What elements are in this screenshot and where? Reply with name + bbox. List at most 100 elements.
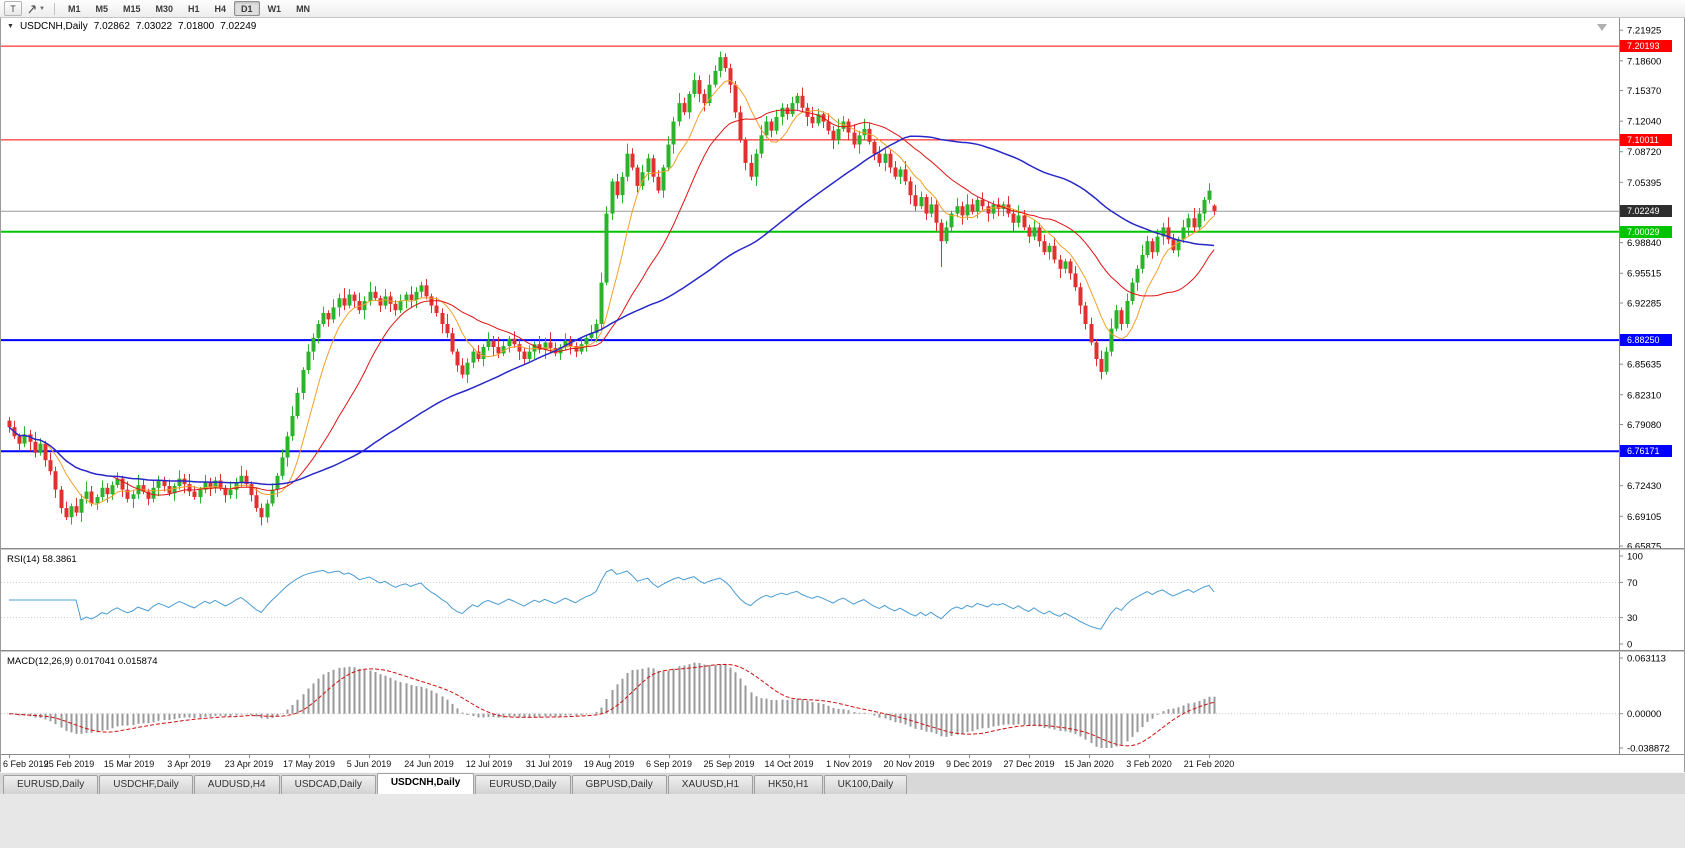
price-level-badge: 6.76171: [1620, 445, 1672, 457]
ohlc-close: 7.02249: [220, 21, 257, 32]
date-tick: [849, 755, 850, 758]
price-tick-label: 7.05395: [1627, 178, 1661, 189]
timeframe-button-m15[interactable]: M15: [122, 3, 141, 14]
rsi-tick-label: 30: [1627, 613, 1638, 624]
price-level-badge: 7.20193: [1620, 40, 1672, 52]
date-label: 23 Apr 2019: [224, 759, 274, 769]
pane-separator[interactable]: [1, 650, 1684, 652]
chart-tab-uk100-daily[interactable]: UK100,Daily: [823, 775, 908, 794]
price-level-badge: 7.10011: [1620, 134, 1672, 146]
date-label: 3 Feb 2020: [1126, 759, 1172, 769]
date-tick: [1029, 755, 1030, 758]
date-label: 24 Jun 2019: [404, 759, 454, 769]
chart-menu-icon[interactable]: ▼: [7, 23, 14, 30]
macd-chart: 0.063113 0.00000 -0.038872: [1, 652, 1670, 755]
price-tick-label: 6.98840: [1627, 238, 1661, 249]
scroll-to-end-icon[interactable]: [1597, 24, 1607, 31]
chart-tab-eurusd-daily[interactable]: EURUSD,Daily: [3, 775, 99, 794]
date-tick: [129, 755, 130, 758]
timeframe-button-m5[interactable]: M5: [95, 3, 108, 14]
chart-tab-gbpusd-daily[interactable]: GBPUSD,Daily: [571, 775, 667, 794]
date-tick: [9, 755, 10, 758]
rsi-tick-label: 70: [1627, 578, 1638, 589]
date-tick: [369, 755, 370, 758]
date-label: 25 Sep 2019: [703, 759, 755, 769]
status-area: [0, 794, 1685, 848]
macd-tick-label: 0.063113: [1627, 654, 1666, 665]
date-tick: [549, 755, 550, 758]
macd-tick-label: 0.00000: [1627, 709, 1661, 720]
chart-tab-eurusd-daily[interactable]: EURUSD,Daily: [475, 775, 571, 794]
price-tick-label: 7.12040: [1627, 117, 1661, 128]
price-tick-label: 6.85635: [1627, 360, 1661, 371]
macd-tick-label: -0.038872: [1627, 744, 1670, 755]
macd-pane[interactable]: 0.063113 0.00000 -0.038872: [1, 652, 1684, 755]
price-tick-label: 6.92285: [1627, 298, 1661, 309]
date-axis[interactable]: 6 Feb 2019 25 Feb 2019 15 Mar 2019 3 Apr 20…: [1, 754, 1684, 772]
date-label: 9 Dec 2019: [945, 759, 993, 769]
tab-bar: EURUSD,Daily USDCHF,Daily AUDUSD,H4 USDCAD,…: [0, 772, 1685, 794]
timeframe-button-h1[interactable]: H1: [188, 3, 200, 14]
price-tick-label: 6.95515: [1627, 269, 1661, 280]
timeframe-button-h4[interactable]: H4: [214, 3, 227, 14]
chart-tab-usdchf-daily[interactable]: USDCHF,Daily: [99, 775, 193, 794]
candlestick-chart: 7.21925 7.18600 7.15370 7.12040 7.08720 7.053…: [1, 18, 1661, 553]
toolbar: T ▼ M1 M5 M15 M30 H1 H4 D1 W1 MN: [0, 0, 1685, 18]
date-label: 5 Jun 2019: [346, 759, 392, 769]
date-tick: [969, 755, 970, 758]
pointer-icon: [28, 5, 36, 14]
chart-tab-audusd-h4[interactable]: AUDUSD,H4: [193, 775, 280, 794]
date-label: 14 Oct 2019: [764, 759, 814, 769]
date-label: 3 Apr 2019: [167, 759, 211, 769]
macd-signal-line: [8, 663, 1215, 747]
date-label: 1 Nov 2019: [825, 759, 873, 769]
timeframe-button-d1[interactable]: D1: [234, 1, 260, 16]
date-tick: [489, 755, 490, 758]
date-tick: [69, 755, 70, 758]
macd-label: MACD(12,26,9) 0.017041 0.015874: [7, 656, 158, 667]
date-tick: [729, 755, 730, 758]
rsi-label: RSI(14) 58.3861: [7, 554, 77, 565]
rsi-pane[interactable]: 100 70 30 0: [1, 550, 1684, 651]
chart-symbol-period: USDCNH,Daily: [19, 21, 88, 32]
rsi-tick-label: 0: [1627, 640, 1632, 651]
timeframe-button-m1[interactable]: M1: [67, 3, 81, 14]
date-label: 6 Feb 2019: [3, 759, 49, 769]
timeframe-button-m30[interactable]: M30: [155, 3, 174, 14]
price-tick-label: 7.18600: [1627, 56, 1661, 67]
date-label: 15 Jan 2020: [1064, 759, 1114, 769]
rsi-line: [9, 568, 1215, 630]
ohlc-open: 7.02862: [93, 21, 130, 32]
price-level-badge: 7.00029: [1620, 226, 1672, 238]
date-tick: [789, 755, 790, 758]
chart-tab-usdcnh-daily[interactable]: USDCNH,Daily: [376, 773, 475, 794]
ma-line-60: [8, 135, 1215, 486]
chevron-down-icon: ▼: [39, 5, 45, 12]
timeframe-group: M1 M5 M15 M30 H1 H4 D1 W1 MN: [61, 1, 318, 16]
date-tick: [669, 755, 670, 758]
date-tick: [1149, 755, 1150, 758]
date-tick: [1089, 755, 1090, 758]
date-label: 17 May 2019: [282, 759, 336, 769]
main-chart-pane[interactable]: 7.21925 7.18600 7.15370 7.12040 7.08720 7.053…: [1, 18, 1684, 553]
ohlc-high: 7.03022: [135, 21, 173, 32]
ma-line-8: [8, 79, 1215, 505]
date-tick: [1209, 755, 1210, 758]
chart-tab-usdcad-daily[interactable]: USDCAD,Daily: [280, 775, 376, 794]
timeframe-button-mn[interactable]: MN: [296, 3, 311, 14]
date-tick: [189, 755, 190, 758]
price-level-badge: 6.88250: [1620, 334, 1672, 346]
date-label: 31 Jul 2019: [525, 759, 573, 769]
chart-tool-button[interactable]: T: [4, 1, 22, 16]
date-tick: [909, 755, 910, 758]
price-tick-label: 6.65875: [1627, 542, 1661, 553]
timeframe-button-w1[interactable]: W1: [267, 3, 282, 14]
chart-tab-hk50-h1[interactable]: HK50,H1: [754, 775, 823, 794]
draw-tool-button[interactable]: ▼: [25, 1, 48, 16]
chart-tab-xauusd-h1[interactable]: XAUUSD,H1: [667, 775, 754, 794]
pane-separator[interactable]: [1, 548, 1684, 550]
date-label: 19 Aug 2019: [583, 759, 635, 769]
price-tick-label: 7.21925: [1627, 26, 1661, 37]
rsi-chart: 100 70 30 0: [1, 550, 1643, 651]
